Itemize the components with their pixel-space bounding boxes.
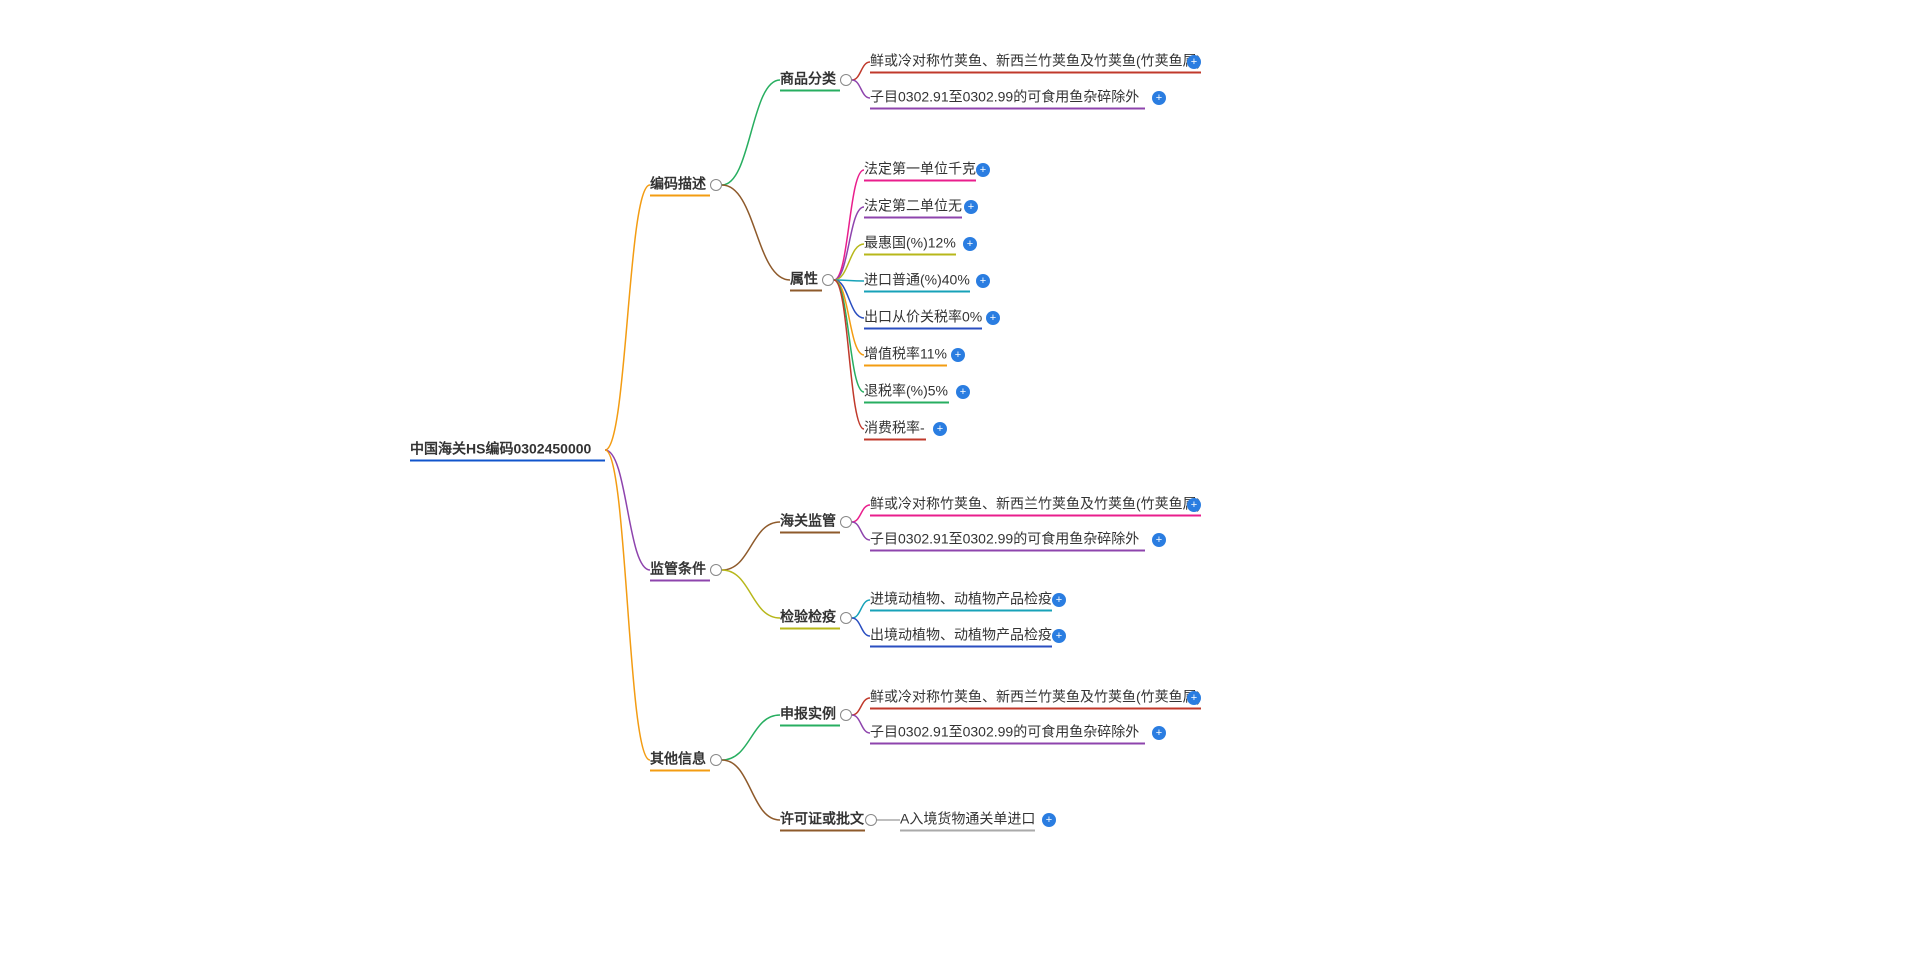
node-label: 法定第二单位无 [864, 196, 962, 219]
expand-icon[interactable]: + [1152, 533, 1166, 547]
expand-icon[interactable]: + [1152, 91, 1166, 105]
node-label: 进境动植物、动植物产品检疫 [870, 589, 1052, 612]
branch-circle [840, 516, 852, 528]
node-label: 增值税率11% [864, 344, 947, 367]
expand-icon[interactable]: + [1187, 498, 1201, 512]
branch-circle [840, 612, 852, 624]
node-label: 进口普通(%)40% [864, 270, 970, 293]
node-label: 最惠国(%)12% [864, 233, 956, 256]
expand-icon[interactable]: + [1187, 55, 1201, 69]
node-label: 子目0302.91至0302.99的可食用鱼杂碎除外 [870, 722, 1145, 745]
expand-icon[interactable]: + [1042, 813, 1056, 827]
node-label: 其他信息 [650, 749, 710, 772]
node-label: 子目0302.91至0302.99的可食用鱼杂碎除外 [870, 87, 1145, 110]
branch-circle [822, 274, 834, 286]
node-label: A入境货物通关单进口 [900, 809, 1035, 832]
node-label: 出口从价关税率0% [864, 307, 982, 330]
expand-icon[interactable]: + [951, 348, 965, 362]
expand-icon[interactable]: + [1187, 691, 1201, 705]
node-label: 退税率(%)5% [864, 381, 949, 404]
node-label: 鲜或冷对称竹荚鱼、新西兰竹荚鱼及竹荚鱼(竹荚鱼属) [870, 687, 1201, 710]
node-label: 商品分类 [780, 69, 840, 92]
expand-icon[interactable]: + [1052, 629, 1066, 643]
expand-icon[interactable]: + [1152, 726, 1166, 740]
expand-icon[interactable]: + [976, 274, 990, 288]
expand-icon[interactable]: + [956, 385, 970, 399]
branch-circle [710, 564, 722, 576]
node-label: 属性 [790, 269, 822, 292]
node-label: 出境动植物、动植物产品检疫 [870, 625, 1052, 648]
expand-icon[interactable]: + [933, 422, 947, 436]
node-label: 鲜或冷对称竹荚鱼、新西兰竹荚鱼及竹荚鱼(竹荚鱼属) [870, 494, 1201, 517]
node-label: 监管条件 [650, 559, 710, 582]
branch-circle [865, 814, 877, 826]
node-label: 法定第一单位千克 [864, 159, 976, 182]
branch-circle [710, 754, 722, 766]
node-label: 许可证或批文 [780, 809, 865, 832]
branch-circle [710, 179, 722, 191]
node-label: 鲜或冷对称竹荚鱼、新西兰竹荚鱼及竹荚鱼(竹荚鱼属) [870, 51, 1201, 74]
expand-icon[interactable]: + [1052, 593, 1066, 607]
expand-icon[interactable]: + [986, 311, 1000, 325]
node-label: 中国海关HS编码0302450000 [410, 439, 605, 462]
branch-circle [840, 74, 852, 86]
expand-icon[interactable]: + [976, 163, 990, 177]
node-label: 检验检疫 [780, 607, 840, 630]
expand-icon[interactable]: + [964, 200, 978, 214]
node-label: 编码描述 [650, 174, 710, 197]
expand-icon[interactable]: + [963, 237, 977, 251]
node-label: 海关监管 [780, 511, 840, 534]
branch-circle [840, 709, 852, 721]
node-label: 消费税率- [864, 418, 926, 441]
node-label: 申报实例 [780, 704, 840, 727]
node-label: 子目0302.91至0302.99的可食用鱼杂碎除外 [870, 529, 1145, 552]
